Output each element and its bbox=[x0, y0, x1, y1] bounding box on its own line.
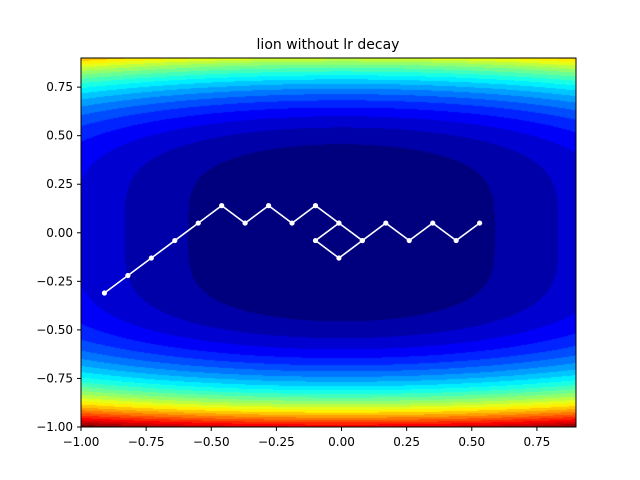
x-tick-label: −0.75 bbox=[128, 435, 165, 449]
x-tick-label: 0.25 bbox=[393, 435, 420, 449]
y-tick-label: −0.25 bbox=[36, 274, 73, 288]
path-point bbox=[312, 203, 319, 209]
path-point bbox=[148, 255, 154, 261]
y-tick-label: −0.75 bbox=[36, 371, 73, 385]
x-tick-label: −0.50 bbox=[193, 435, 230, 449]
path-point bbox=[477, 220, 483, 226]
path-point bbox=[453, 237, 459, 244]
path-point bbox=[336, 220, 342, 226]
path-point bbox=[195, 220, 201, 226]
path-point bbox=[383, 220, 389, 226]
x-tick-label: 0.75 bbox=[524, 435, 551, 449]
path-point bbox=[289, 220, 295, 226]
y-tick-label: −0.50 bbox=[36, 323, 73, 337]
x-tick-label: −1.00 bbox=[63, 435, 100, 449]
path-point bbox=[219, 203, 225, 209]
x-tick-label: 0.50 bbox=[458, 435, 485, 449]
path-point bbox=[242, 220, 248, 226]
path-point bbox=[406, 237, 412, 244]
path-point bbox=[125, 272, 131, 279]
y-tick-label: 0.50 bbox=[46, 129, 73, 143]
y-tick-label: −1.00 bbox=[36, 420, 73, 434]
path-point bbox=[312, 237, 319, 244]
path-point bbox=[265, 203, 272, 209]
path-point bbox=[430, 220, 436, 226]
y-tick-label: 0.75 bbox=[46, 80, 73, 94]
path-point bbox=[101, 290, 108, 296]
x-tick-label: 0.00 bbox=[328, 435, 355, 449]
path-point bbox=[359, 237, 365, 244]
chart-title: lion without lr decay bbox=[257, 37, 400, 53]
path-point bbox=[336, 255, 342, 261]
y-tick-label: 0.25 bbox=[46, 177, 73, 191]
path-point bbox=[172, 237, 178, 244]
contour-background bbox=[81, 58, 576, 427]
optimizer-path-line bbox=[103, 204, 481, 294]
y-tick-label: 0.00 bbox=[46, 226, 73, 240]
x-tick-label: −0.25 bbox=[258, 435, 295, 449]
axes-frame bbox=[80, 57, 577, 428]
